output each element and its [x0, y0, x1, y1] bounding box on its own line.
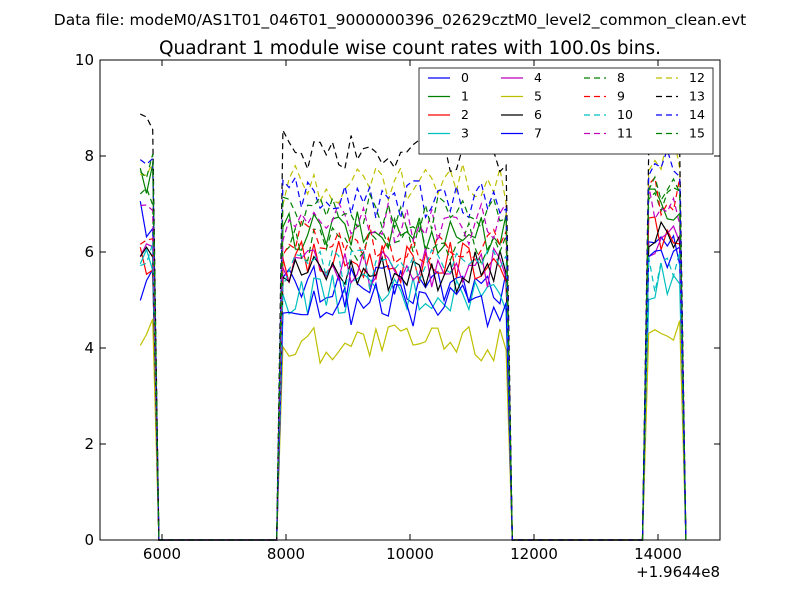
series-line-10 — [140, 243, 687, 541]
legend-label: 14 — [689, 107, 705, 122]
series-line-12 — [140, 133, 687, 541]
plot-frame — [99, 59, 721, 541]
legend-label: 2 — [461, 107, 469, 122]
y-tick-label: 10 — [75, 51, 94, 69]
y-tick-label: 0 — [84, 531, 94, 549]
y-tick-label: 6 — [84, 243, 94, 261]
x-tick-label: 8000 — [267, 545, 305, 563]
x-tick-label: 12000 — [510, 545, 558, 563]
plot-lines — [139, 113, 687, 541]
legend-label: 0 — [461, 70, 469, 85]
chart-suptitle: Data file: modeM0/AS1T01_046T01_90000003… — [54, 11, 746, 30]
x-offset-label: +1.9644e8 — [636, 563, 720, 581]
legend-label: 11 — [617, 126, 633, 141]
legend-label: 5 — [534, 89, 542, 104]
series-line-5 — [139, 318, 687, 541]
legend-label: 13 — [689, 89, 705, 104]
series-line-13 — [140, 113, 687, 541]
series-line-6 — [139, 220, 687, 541]
legend-label: 10 — [617, 107, 633, 122]
series-line-1 — [139, 164, 687, 541]
series-line-3 — [139, 247, 687, 541]
y-tick-label: 4 — [84, 339, 94, 357]
chart-title: Quadrant 1 module wise count rates with … — [159, 38, 661, 59]
y-tick-label: 2 — [84, 435, 94, 453]
legend-label: 7 — [534, 126, 542, 141]
series-line-15 — [139, 154, 687, 541]
legend-label: 4 — [534, 70, 542, 85]
series-line-0 — [139, 234, 687, 541]
legend-label: 3 — [461, 126, 469, 141]
series-line-4 — [139, 224, 687, 541]
x-tick-label: 14000 — [634, 545, 682, 563]
y-tick-label: 8 — [84, 147, 94, 165]
x-tick-label: 6000 — [143, 545, 181, 563]
legend-label: 9 — [617, 89, 625, 104]
series-line-9 — [139, 176, 687, 541]
legend-label: 1 — [461, 89, 469, 104]
series-line-2 — [139, 216, 687, 541]
legend-label: 6 — [534, 107, 542, 122]
legend-label: 15 — [689, 126, 705, 141]
legend-label: 12 — [689, 70, 705, 85]
legend-label: 8 — [617, 70, 625, 85]
legend-box — [418, 67, 714, 155]
x-tick-label: 10000 — [386, 545, 434, 563]
